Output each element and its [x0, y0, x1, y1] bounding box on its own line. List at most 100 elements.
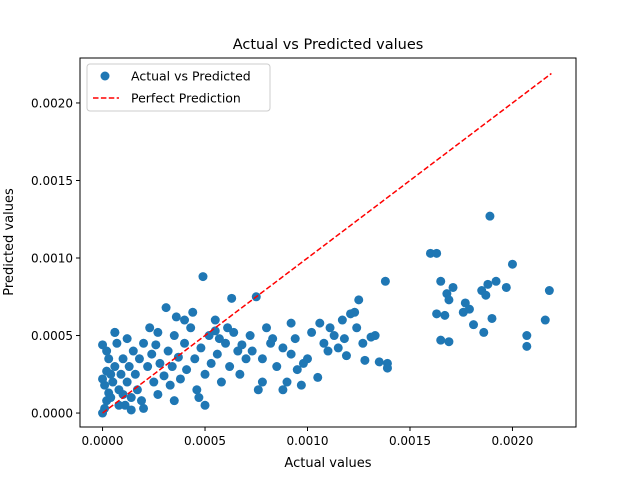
data-point [147, 349, 157, 359]
data-point [483, 279, 493, 289]
data-point [237, 340, 247, 350]
x-axis-label: Actual values [284, 456, 371, 471]
data-point [112, 338, 122, 348]
data-point [192, 385, 202, 395]
data-point [278, 343, 288, 353]
data-point [507, 259, 517, 269]
data-point [436, 335, 446, 345]
x-tick-label: 0.0000 [82, 434, 124, 448]
data-point [235, 369, 245, 379]
data-point [118, 354, 128, 364]
data-point [200, 369, 210, 379]
data-point [180, 338, 190, 348]
data-point [130, 369, 140, 379]
data-point [432, 248, 442, 258]
data-point [180, 315, 190, 325]
data-point [198, 272, 208, 282]
data-point [448, 282, 458, 292]
data-point [225, 362, 235, 372]
data-point [286, 349, 296, 359]
data-point [169, 331, 179, 341]
data-point [313, 372, 323, 382]
y-tick-label: 0.0005 [31, 329, 73, 343]
y-tick-label: 0.0000 [31, 407, 73, 421]
data-point [257, 354, 267, 364]
data-point [175, 374, 185, 384]
data-point [358, 338, 368, 348]
x-tick-label: 0.0020 [491, 434, 533, 448]
data-point [487, 313, 497, 323]
data-point [440, 310, 450, 320]
data-point [307, 327, 317, 337]
x-tick-label: 0.0015 [389, 434, 431, 448]
data-point [216, 377, 226, 387]
x-tick-label: 0.0010 [287, 434, 329, 448]
data-point [126, 393, 136, 403]
data-point [122, 377, 132, 387]
data-point [104, 354, 114, 364]
data-point [120, 400, 130, 410]
data-point [323, 346, 333, 356]
data-point [290, 334, 300, 344]
data-point [106, 369, 116, 379]
axes-frame [79, 57, 577, 428]
data-point [262, 323, 272, 333]
data-point [128, 346, 138, 356]
data-point [341, 351, 351, 361]
data-point [110, 327, 120, 337]
y-axis-label: Predicted values [2, 188, 17, 296]
data-point [337, 315, 347, 325]
data-point [444, 337, 454, 347]
x-tick-label: 0.0005 [184, 434, 226, 448]
data-point [370, 331, 380, 341]
data-point [151, 340, 161, 350]
legend-label-line: Perfect Prediction [131, 91, 241, 106]
data-point [282, 377, 292, 387]
data-point [522, 331, 532, 341]
data-point [339, 334, 349, 344]
data-point [479, 327, 489, 337]
data-point [229, 327, 239, 337]
data-point [194, 393, 204, 403]
data-point [436, 276, 446, 286]
data-point [319, 338, 329, 348]
y-tick-label: 0.0010 [31, 252, 73, 266]
data-point [296, 380, 306, 390]
data-point [491, 276, 501, 286]
data-point [161, 303, 171, 313]
data-point [354, 295, 364, 305]
data-point [210, 315, 220, 325]
data-point [432, 309, 442, 319]
data-point [286, 318, 296, 328]
data-point [268, 334, 278, 344]
data-point [350, 307, 360, 317]
data-point [253, 385, 263, 395]
data-point [145, 323, 155, 333]
legend-box [86, 63, 271, 112]
data-point [139, 403, 149, 413]
data-point [444, 295, 454, 305]
data-point [315, 318, 325, 328]
y-tick-label: 0.0015 [31, 174, 73, 188]
chart-title: Actual vs Predicted values [233, 37, 424, 53]
data-point [165, 380, 175, 390]
data-point [159, 371, 169, 381]
data-point [206, 358, 216, 368]
data-point [214, 334, 224, 344]
legend-marker-scatter [100, 71, 110, 81]
data-point [325, 323, 335, 333]
data-point [303, 354, 312, 364]
data-point [382, 363, 392, 373]
data-point [139, 338, 149, 348]
data-point [540, 315, 550, 325]
data-point [469, 320, 479, 330]
data-point [200, 400, 210, 410]
data-point [278, 385, 288, 395]
data-point [245, 331, 255, 341]
legend: Actual vs Predicted Perfect Prediction [86, 63, 271, 112]
data-point [522, 341, 532, 351]
data-point [374, 357, 384, 367]
data-point [380, 276, 390, 286]
data-point [188, 307, 198, 317]
